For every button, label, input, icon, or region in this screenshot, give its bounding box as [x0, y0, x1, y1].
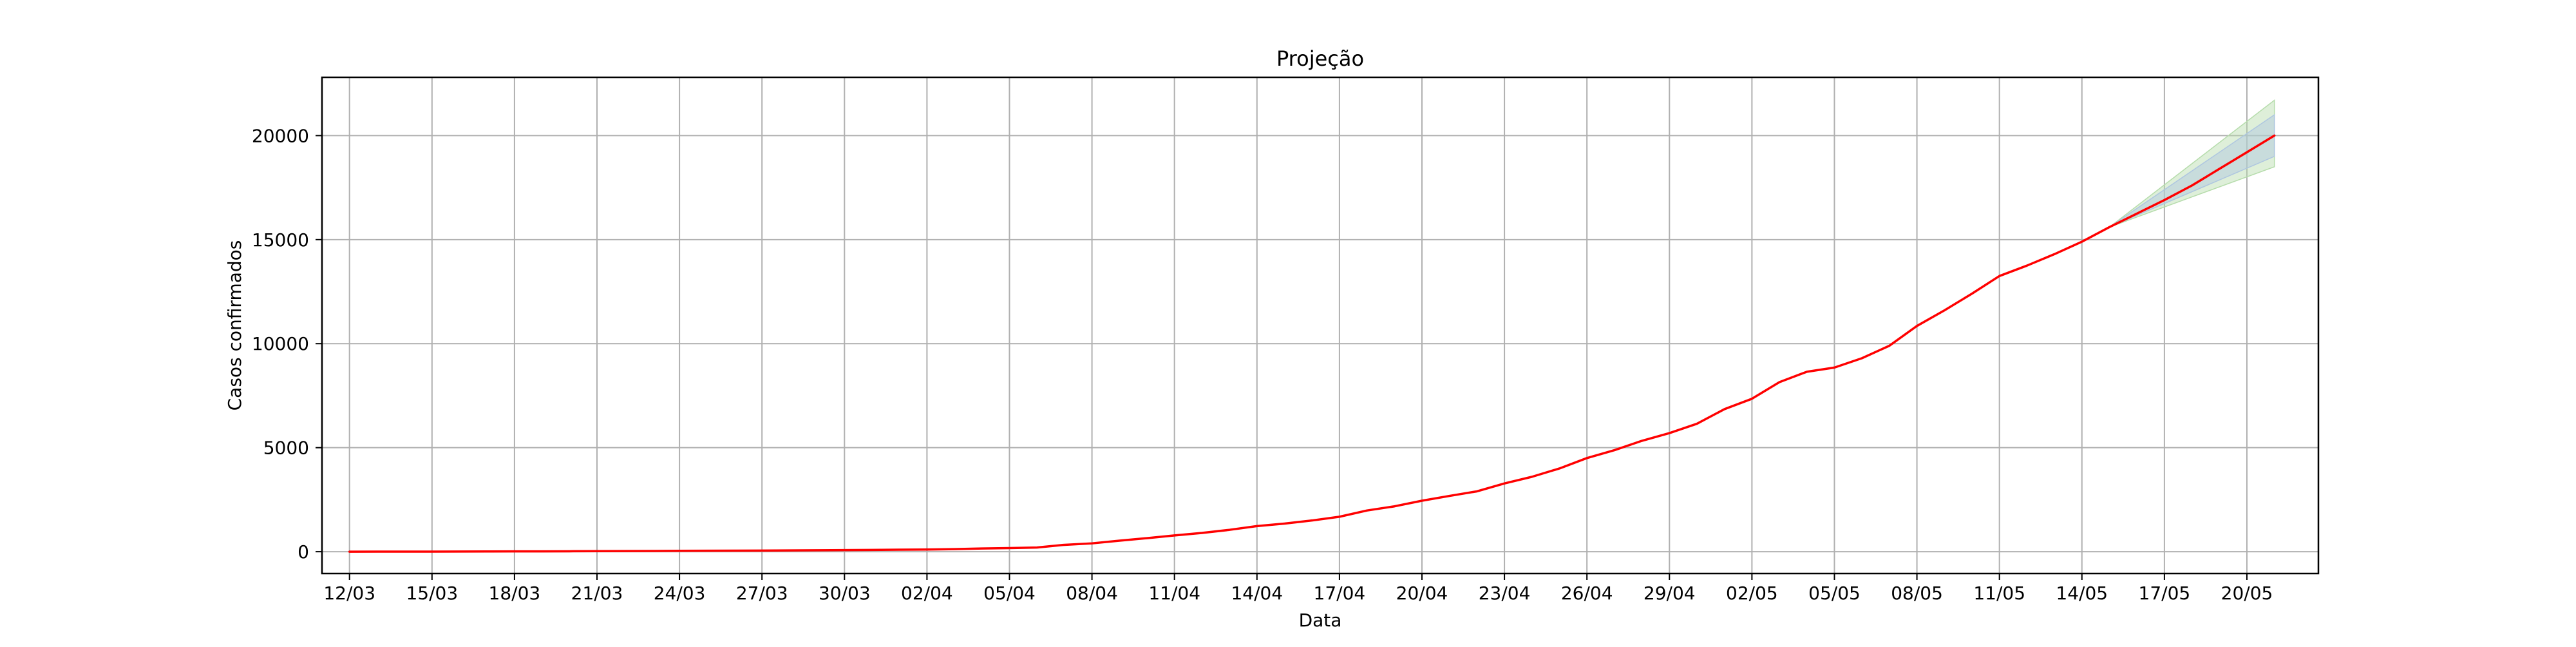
y-tick-label: 10000 [252, 333, 309, 354]
plot-frame [321, 76, 2320, 575]
x-tick-label: 21/03 [571, 583, 623, 604]
y-tick-label: 0 [298, 541, 309, 563]
chart-title: Projeção [1276, 46, 1364, 71]
plot-area [322, 77, 2318, 574]
series-line [348, 134, 2276, 553]
x-tick-label: 23/04 [1479, 583, 1531, 604]
x-tick-label: 30/03 [819, 583, 871, 604]
x-tick-label: 29/04 [1643, 583, 1696, 604]
x-tick-label: 08/04 [1066, 583, 1118, 604]
x-tick-label: 27/03 [736, 583, 788, 604]
x-tick-label: 08/05 [1891, 583, 1943, 604]
x-tick-label: 18/03 [489, 583, 541, 604]
x-tick-label: 17/04 [1314, 583, 1366, 604]
x-tick-label: 17/05 [2139, 583, 2191, 604]
y-tick-label: 5000 [263, 438, 309, 459]
grid-lines [322, 77, 2318, 574]
x-tick-label: 11/04 [1148, 583, 1200, 604]
x-tick-label: 26/04 [1561, 583, 1613, 604]
y-axis-label: Casos confirmados [224, 240, 245, 411]
data-series [348, 134, 2276, 553]
y-tick-label: 20000 [252, 125, 309, 146]
x-tick-label: 14/04 [1231, 583, 1283, 604]
x-axis-ticks: 12/03 15/03 18/03 21/03 24/03 27/03 30/03 02/04… [323, 574, 2273, 604]
x-tick-label: 11/05 [1973, 583, 2025, 604]
x-tick-label: 20/04 [1396, 583, 1448, 604]
x-tick-label: 02/05 [1726, 583, 1778, 604]
y-axis-ticks: 0 5000 10000 15000 20000 [252, 125, 322, 563]
x-axis-label: Data [1299, 610, 1342, 631]
x-tick-label: 02/04 [901, 583, 953, 604]
x-tick-label: 05/05 [1808, 583, 1861, 604]
x-tick-label: 14/05 [2056, 583, 2108, 604]
x-tick-label: 12/03 [323, 583, 375, 604]
x-tick-label: 05/04 [983, 583, 1036, 604]
x-tick-label: 20/05 [2221, 583, 2273, 604]
x-tick-label: 24/03 [654, 583, 706, 604]
x-tick-label: 15/03 [406, 583, 458, 604]
y-tick-label: 15000 [252, 229, 309, 251]
